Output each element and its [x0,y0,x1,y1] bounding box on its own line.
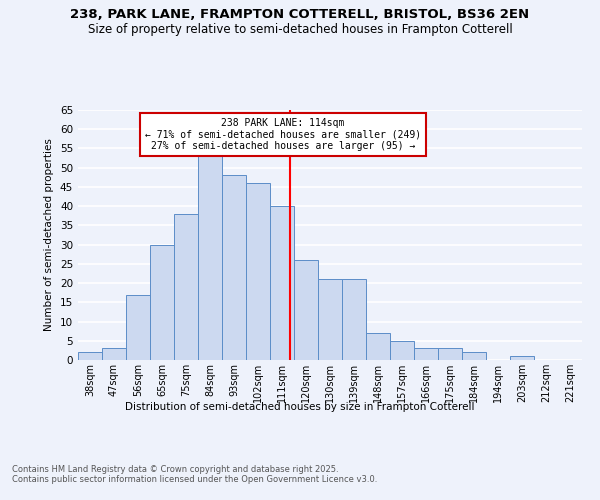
Bar [342,279,366,360]
Bar [294,260,318,360]
Text: Size of property relative to semi-detached houses in Frampton Cotterell: Size of property relative to semi-detach… [88,22,512,36]
Text: Contains HM Land Registry data © Crown copyright and database right 2025.
Contai: Contains HM Land Registry data © Crown c… [12,465,377,484]
Bar [318,279,342,360]
Bar [126,294,150,360]
Bar [462,352,486,360]
Bar [366,333,390,360]
Bar [510,356,534,360]
Bar [270,206,294,360]
Bar [102,348,126,360]
Bar [198,152,222,360]
Text: 238 PARK LANE: 114sqm
← 71% of semi-detached houses are smaller (249)
27% of sem: 238 PARK LANE: 114sqm ← 71% of semi-deta… [145,118,421,151]
Bar [174,214,198,360]
Bar [150,244,174,360]
Bar [438,348,462,360]
Bar [222,176,246,360]
Y-axis label: Number of semi-detached properties: Number of semi-detached properties [44,138,55,332]
Text: 238, PARK LANE, FRAMPTON COTTERELL, BRISTOL, BS36 2EN: 238, PARK LANE, FRAMPTON COTTERELL, BRIS… [70,8,530,20]
Bar [414,348,438,360]
Bar [246,183,270,360]
Bar [390,341,414,360]
Text: Distribution of semi-detached houses by size in Frampton Cotterell: Distribution of semi-detached houses by … [125,402,475,412]
Bar [78,352,102,360]
